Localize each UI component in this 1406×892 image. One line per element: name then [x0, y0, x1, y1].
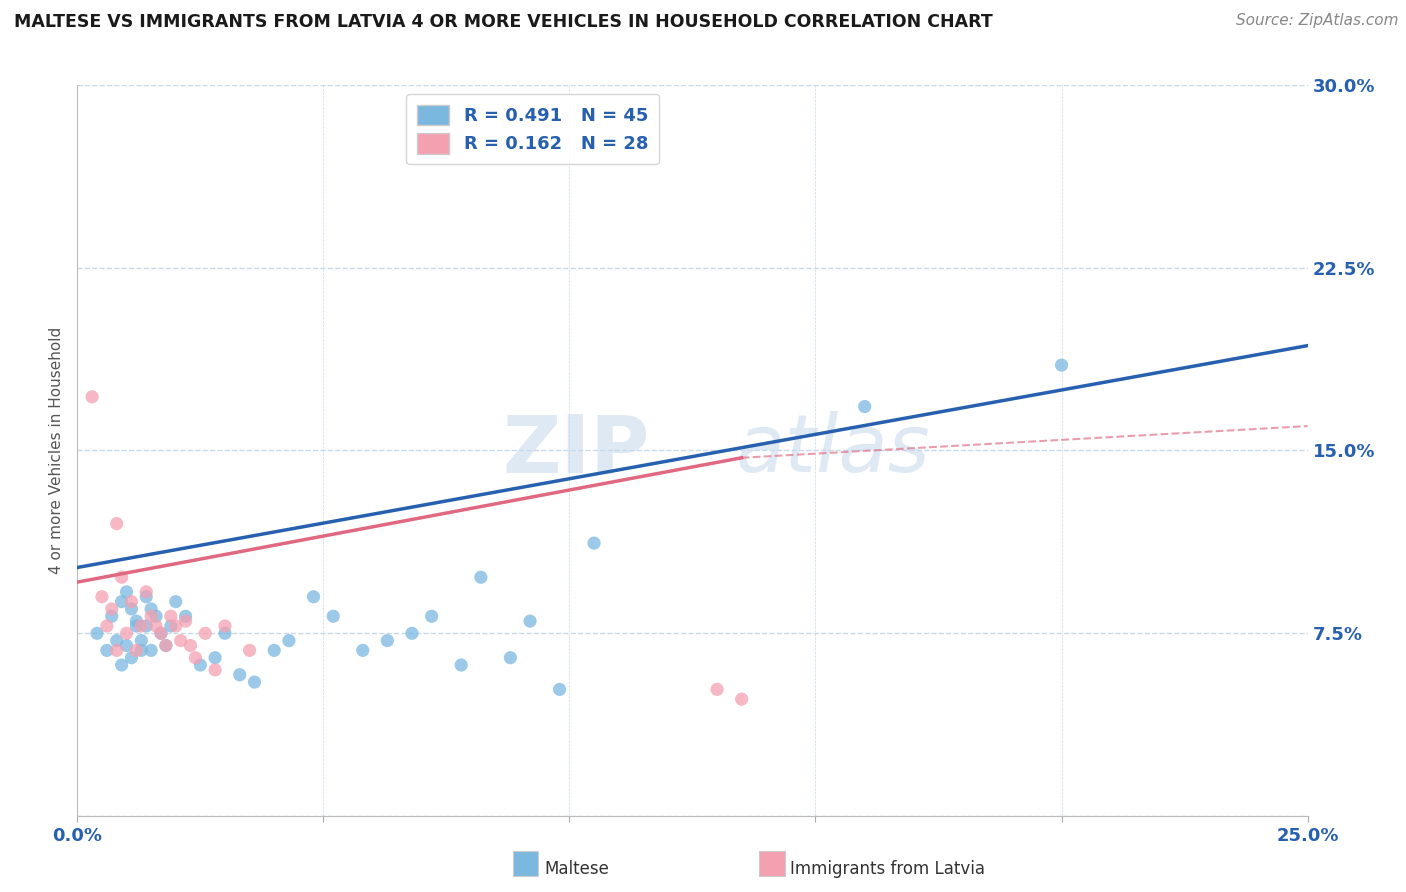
Point: [1050, 358, 1073, 372]
Point: [278, 633, 301, 648]
Point: [125, 619, 148, 633]
Point: [150, 626, 173, 640]
Point: [170, 633, 193, 648]
Point: [115, 585, 138, 599]
Point: [214, 626, 236, 640]
Point: [141, 643, 163, 657]
Point: [121, 594, 143, 608]
Point: [131, 619, 153, 633]
Point: [131, 643, 153, 657]
Point: [470, 570, 492, 584]
Point: [145, 619, 167, 633]
Point: [706, 682, 728, 697]
Point: [111, 594, 132, 608]
Point: [239, 643, 262, 657]
Point: [204, 663, 226, 677]
Point: [243, 675, 266, 690]
Point: [190, 658, 212, 673]
Point: [184, 650, 207, 665]
Point: [121, 602, 143, 616]
Point: [194, 626, 217, 640]
Point: [135, 590, 157, 604]
Point: [155, 639, 177, 653]
Point: [135, 619, 157, 633]
Point: [105, 643, 128, 657]
Point: [111, 570, 132, 584]
Point: [263, 643, 285, 657]
Point: [160, 619, 183, 633]
Point: [125, 643, 148, 657]
Point: [853, 400, 876, 414]
Point: [583, 536, 606, 550]
Point: [165, 619, 187, 633]
Legend: R = 0.491   N = 45, R = 0.162   N = 28: R = 0.491 N = 45, R = 0.162 N = 28: [406, 94, 659, 164]
Point: [82, 390, 104, 404]
Point: [548, 682, 571, 697]
Point: [519, 614, 541, 628]
Point: [180, 639, 202, 653]
Point: [135, 585, 157, 599]
Point: [96, 643, 118, 657]
Point: [155, 639, 177, 653]
Point: [450, 658, 472, 673]
Point: [125, 614, 148, 628]
Point: [115, 639, 138, 653]
Text: ZIP: ZIP: [502, 411, 650, 490]
Point: [731, 692, 754, 706]
Point: [141, 609, 163, 624]
Y-axis label: 4 or more Vehicles in Household: 4 or more Vehicles in Household: [49, 326, 65, 574]
Point: [420, 609, 443, 624]
Point: [302, 590, 325, 604]
Text: Immigrants from Latvia: Immigrants from Latvia: [790, 860, 986, 878]
Point: [377, 633, 399, 648]
Point: [160, 609, 183, 624]
Point: [101, 602, 124, 616]
Point: [101, 609, 124, 624]
Point: [105, 516, 128, 531]
Point: [322, 609, 344, 624]
Point: [96, 619, 118, 633]
Point: [86, 626, 108, 640]
Point: [165, 594, 187, 608]
Text: MALTESE VS IMMIGRANTS FROM LATVIA 4 OR MORE VEHICLES IN HOUSEHOLD CORRELATION CH: MALTESE VS IMMIGRANTS FROM LATVIA 4 OR M…: [14, 13, 993, 31]
Point: [214, 619, 236, 633]
Point: [90, 590, 114, 604]
Point: [105, 633, 128, 648]
Point: [141, 602, 163, 616]
Text: atlas: atlas: [735, 411, 931, 490]
Text: Maltese: Maltese: [544, 860, 609, 878]
Point: [111, 658, 132, 673]
Point: [115, 626, 138, 640]
Point: [499, 650, 522, 665]
Point: [131, 633, 153, 648]
Point: [401, 626, 423, 640]
Text: Source: ZipAtlas.com: Source: ZipAtlas.com: [1236, 13, 1399, 29]
Point: [150, 626, 173, 640]
Point: [174, 614, 197, 628]
Point: [352, 643, 374, 657]
Point: [174, 609, 197, 624]
Point: [229, 667, 252, 681]
Point: [145, 609, 167, 624]
Point: [204, 650, 226, 665]
Point: [121, 650, 143, 665]
